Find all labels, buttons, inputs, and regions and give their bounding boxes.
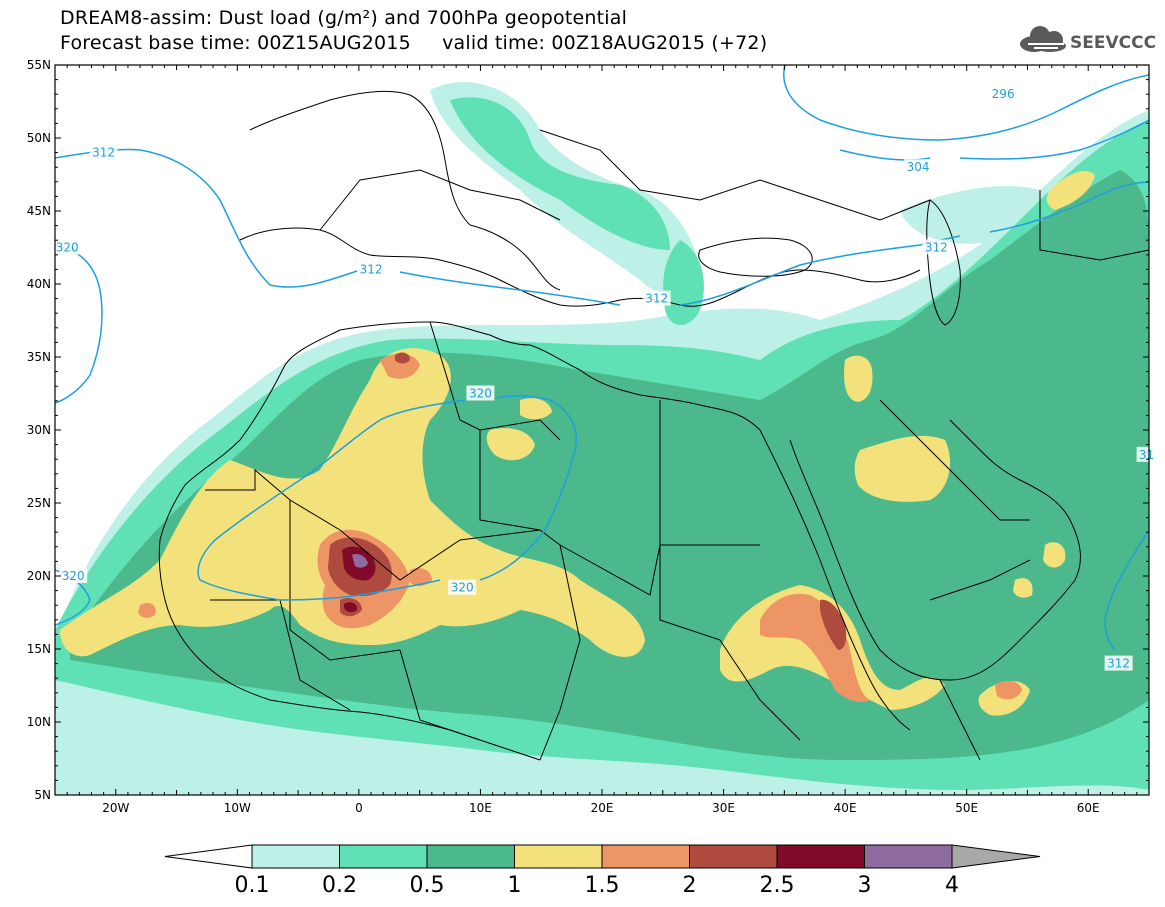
lon-tick-label: 10E [469,801,492,815]
contour-label: 312 [92,146,115,160]
contour-320-west [55,244,103,404]
lat-tick-label: 25N [27,496,51,510]
contour-label-bg [448,579,477,595]
lat-tick-label: 15N [27,642,51,656]
lat-tick-label: 20N [27,569,51,583]
geopotential-contours [55,65,1149,651]
lat-tick-label: 50N [27,131,51,145]
contour-label: 296 [992,87,1015,101]
colorbar-bin [339,844,428,869]
contour-label: 312 [1107,657,1130,671]
contour-label-bg [642,290,671,306]
colorbar-bin [514,844,603,869]
contour-label-bg [357,261,386,277]
lon-tick-label: 60E [1077,801,1100,815]
colorbar-bin [426,844,515,869]
colorbar-under-arrow [164,844,253,869]
contour-label-bg [922,239,951,255]
contour-312-far-east [989,181,1149,233]
lon-tick-label: 20W [102,801,129,815]
coastline-borders [158,90,1149,761]
contour-label-bg [1136,446,1157,462]
contour-label: 320 [62,569,85,583]
lon-tick-label: 0 [355,801,363,815]
contour-label: 312 [360,262,383,276]
contour-label: 320 [469,387,492,401]
colorbar-label: 1 [508,873,522,898]
contour-label: 31 [1139,448,1154,462]
contour-label-bg [53,239,82,255]
dust-load-field [55,82,1149,795]
colorbar-label: 3 [858,873,872,898]
map-title: DREAM8-assim: Dust load (g/m²) and 700hP… [60,7,628,29]
colorbar-bin [864,844,953,869]
lat-tick-label: 40N [27,277,51,291]
colorbar-label: 4 [945,873,959,898]
contour-304-west [959,119,1149,160]
contour-label: 312 [645,292,668,306]
lat-tick-label: 30N [27,423,51,437]
colorbar-label: 0.5 [410,873,445,898]
colorbar-bin [776,844,865,869]
map-subtitle: Forecast base time: 00Z15AUG2015 valid t… [60,32,768,54]
colorbar: 0.1 0.2 0.5 1 1.5 2 2.5 3 4 [164,844,1041,898]
contour-label-bg [466,385,495,401]
lon-tick-label: 40E [834,801,857,815]
contour-label-bg [989,86,1018,102]
contour-320-loop [197,399,466,601]
lon-tick-label: 10W [224,801,251,815]
colorbar-bin [601,844,690,869]
colorbar-bin [689,844,778,869]
contour-label-bg [59,568,88,583]
contour-label-bg [89,144,118,160]
contour-label-bg [1104,655,1133,671]
contour-312-mid [399,271,621,306]
contour-label-bg [904,159,933,175]
contour-312-west [55,148,361,288]
colorbar-over-arrow [951,844,1041,869]
contour-320-loop-east [479,395,577,581]
lon-tick-label: 20E [591,801,614,815]
contour-label: 320 [451,581,474,595]
colorbar-label: 2 [683,873,697,898]
colorbar-label: 1.5 [585,873,620,898]
colorbar-label: 0.2 [322,873,357,898]
colorbar-label: 0.1 [235,873,270,898]
seevccc-logo: SEEVCCC [1020,26,1156,53]
lat-tick-label: 5N [34,788,51,802]
contour-296 [783,65,1149,141]
latitude-axis: 55N 50N 45N 40N 35N 30N 25N 20N 15N 10N 5N [27,58,1149,802]
cloud-icon [1020,26,1066,52]
contour-304-east [839,149,931,161]
colorbar-label: 2.5 [760,873,795,898]
logo-text: SEEVCCC [1070,33,1156,53]
longitude-axis: 20W 10W 0 10E 20E 30E 40E 50E 60E [54,65,1150,815]
contour-labels: 296 304 312 312 312 312 312 31 320 320 320 320 [53,86,1157,671]
lat-tick-label: 45N [27,204,51,218]
lon-tick-label: 50E [955,801,978,815]
lat-tick-label: 35N [27,350,51,364]
contour-label: 320 [56,241,79,255]
contour-label: 312 [925,241,948,255]
lon-tick-label: 30E [712,801,735,815]
contour-label: 304 [907,160,930,174]
lat-tick-label: 55N [27,58,51,72]
colorbar-bin [251,844,340,869]
lat-tick-label: 10N [27,715,51,729]
contour-312-south [1104,529,1149,651]
